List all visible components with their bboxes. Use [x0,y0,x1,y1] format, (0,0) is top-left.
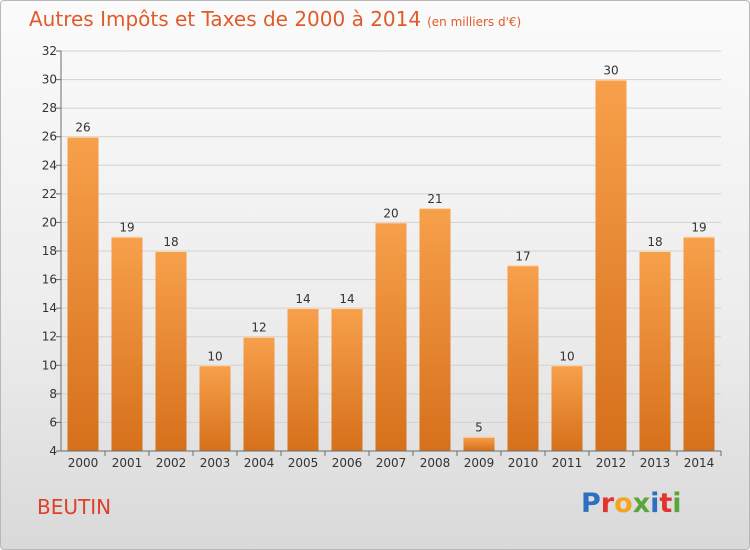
y-tick-label: 4 [49,444,57,458]
bar [199,365,231,451]
bar [595,79,627,452]
data-label: 14 [295,292,310,306]
x-tick-label: 2004 [244,456,275,470]
data-label: 18 [647,235,662,249]
y-tick-label: 32 [42,44,57,58]
proxiti-logo: Proxiti [581,488,682,519]
data-label: 30 [603,64,618,78]
logo-letter: P [581,488,601,519]
bar [67,136,99,451]
bar [375,222,407,451]
axes: 4 6 8 10 12 14 16 18 20 22 24 26 28 30 32 2000 2001 2002 2… [42,44,722,470]
x-tick-label: 2013 [640,456,671,470]
logo-letter: t [659,488,673,519]
x-tick-label: 2003 [200,456,231,470]
y-tick-label: 10 [42,358,57,372]
x-tick-label: 2002 [156,456,187,470]
x-tick-label: 2006 [332,456,363,470]
data-label: 20 [383,206,398,220]
data-label: 18 [163,235,178,249]
data-label: 10 [207,349,222,363]
data-label: 19 [691,221,706,235]
y-tick-label: 18 [42,244,57,258]
bar [155,251,187,451]
y-tick-label: 22 [42,187,57,201]
chart-title: Autres Impôts et Taxes de 2000 à 2014 (en… [29,7,521,31]
bars: 26 19 18 10 12 14 14 20 21 5 17 10 30 18 19 [67,64,715,452]
bar [683,236,715,451]
bar [243,336,275,451]
x-tick-label: 2014 [684,456,715,470]
bar [463,436,495,451]
chart-subtitle: (en milliers d'€) [427,15,522,29]
chart-title-text: Autres Impôts et Taxes de 2000 à 2014 [29,7,422,31]
x-tick-label: 2012 [596,456,627,470]
data-label: 17 [515,249,530,263]
y-tick-label: 16 [42,273,57,287]
y-tick-label: 14 [42,301,57,315]
bar [507,265,539,451]
x-tick-label: 2008 [420,456,451,470]
bar [111,236,143,451]
y-tick-label: 28 [42,101,57,115]
logo-letter: x [632,488,651,519]
y-tick-label: 26 [42,130,57,144]
bar [287,308,319,451]
logo-letter: i [650,488,660,519]
y-tick-label: 24 [42,158,57,172]
bar [331,308,363,451]
y-tick-label: 12 [42,330,57,344]
y-tick-label: 30 [42,73,57,87]
logo-letter: r [600,488,615,519]
data-label: 19 [119,221,134,235]
data-label: 26 [75,121,90,135]
commune-name: BEUTIN [37,495,112,519]
x-tick-label: 2001 [112,456,143,470]
y-tick-label: 20 [42,215,57,229]
data-label: 14 [339,292,354,306]
logo-letter: o [614,488,633,519]
x-tick-label: 2010 [508,456,539,470]
data-label: 5 [475,421,483,435]
y-tick-label: 8 [49,387,57,401]
x-tick-label: 2005 [288,456,319,470]
data-label: 21 [427,192,442,206]
x-tick-label: 2009 [464,456,495,470]
y-tick-label: 6 [49,415,57,429]
bar [639,251,671,451]
x-tick-label: 2007 [376,456,407,470]
data-label: 10 [559,349,574,363]
x-tick-label: 2011 [552,456,583,470]
logo-letter: i [672,488,682,519]
bar [551,365,583,451]
bar [419,208,451,451]
x-tick-label: 2000 [68,456,99,470]
data-label: 12 [251,321,266,335]
